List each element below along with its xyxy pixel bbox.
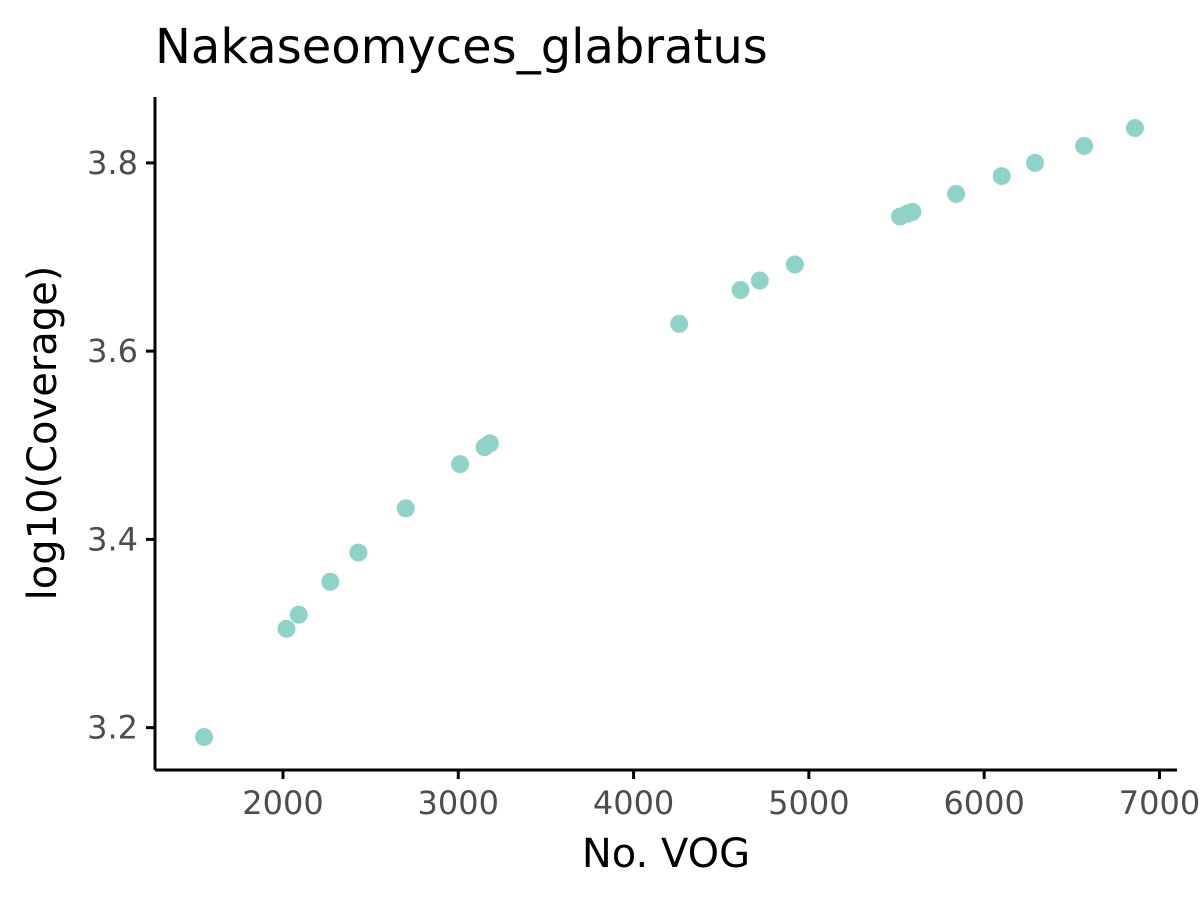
x-axis-ticks: 2000 3000 4000 5000 6000 7000 [242,770,1200,822]
y-tick-label: 3.8 [87,144,138,182]
data-point [903,202,922,221]
data-point [1075,136,1094,155]
x-tick-label: 7000 [1119,784,1200,822]
data-point [277,619,296,638]
data-point [785,255,804,274]
x-tick-label: 5000 [768,784,849,822]
data-point [947,184,966,203]
y-tick-label: 3.2 [87,709,138,747]
x-axis-title: No. VOG [582,831,750,877]
data-point [992,167,1011,186]
x-tick-label: 6000 [943,784,1024,822]
data-point [1026,153,1045,172]
x-tick-label: 2000 [242,784,323,822]
points-layer [195,119,1144,747]
y-tick-label: 3.4 [87,520,138,558]
data-point [321,572,340,591]
data-point [750,271,769,290]
data-point [1125,119,1144,138]
data-point [349,543,368,562]
data-point [731,280,750,299]
data-point [480,434,499,453]
data-point [396,499,415,518]
x-tick-label: 3000 [418,784,499,822]
chart-title: Nakaseomyces_glabratus [155,19,768,75]
y-axis-title: log10(Coverage) [20,266,66,601]
data-point [670,314,689,333]
x-tick-label: 4000 [593,784,674,822]
y-axis-ticks: 3.2 3.4 3.6 3.8 [87,144,155,747]
data-point [289,605,308,624]
data-point [195,728,214,747]
data-point [451,455,470,474]
y-tick-label: 3.6 [87,332,138,370]
